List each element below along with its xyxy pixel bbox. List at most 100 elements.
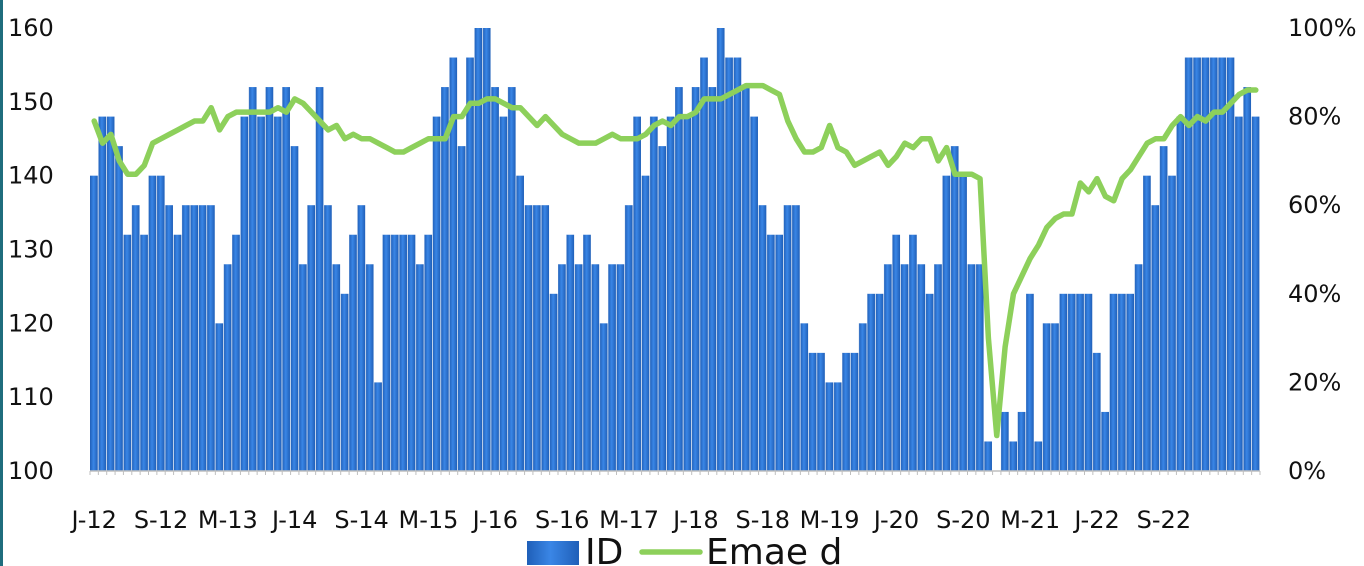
bar-2 xyxy=(106,116,115,471)
bar-133 xyxy=(1201,57,1210,471)
bar-99 xyxy=(917,264,926,471)
bar-128 xyxy=(1159,146,1168,471)
legend: ID Emae d xyxy=(527,532,842,566)
bar-85 xyxy=(800,323,809,471)
x-tick-label-12: J-20 xyxy=(872,506,919,534)
bar-15 xyxy=(215,323,224,471)
x-tick-label-0: J-12 xyxy=(69,506,116,534)
y2-tick-label-1: 20% xyxy=(1288,368,1341,396)
bar-58 xyxy=(574,264,583,471)
bar-83 xyxy=(783,205,792,471)
y-tick-label-5: 150 xyxy=(8,88,54,116)
bar-87 xyxy=(817,352,825,471)
x-tick-label-4: S-14 xyxy=(334,506,388,534)
bar-90 xyxy=(842,352,850,471)
y2-tick-label-5: 100% xyxy=(1288,14,1357,42)
bar-11 xyxy=(181,205,190,471)
bar-29 xyxy=(332,264,341,471)
bar-38 xyxy=(407,234,416,471)
bar-43 xyxy=(449,57,458,471)
bar-98 xyxy=(909,234,917,471)
bar-81 xyxy=(766,234,775,471)
bar-68 xyxy=(658,146,667,471)
bar-105 xyxy=(967,264,976,471)
bar-60 xyxy=(591,264,600,471)
bar-28 xyxy=(324,205,332,471)
bar-95 xyxy=(883,264,892,471)
bar-20 xyxy=(257,116,265,471)
bar-4 xyxy=(123,234,132,471)
bar-66 xyxy=(641,175,650,472)
left-edge-bar xyxy=(0,0,3,566)
bar-119 xyxy=(1084,293,1093,471)
bar-65 xyxy=(633,116,641,471)
y2-tick-label-4: 80% xyxy=(1288,103,1341,131)
bar-24 xyxy=(290,146,299,471)
bar-94 xyxy=(875,293,884,471)
bar-125 xyxy=(1134,264,1143,471)
bar-33 xyxy=(365,264,374,471)
bar-123 xyxy=(1117,293,1126,471)
bar-17 xyxy=(232,234,240,471)
bar-76 xyxy=(725,57,733,471)
bar-80 xyxy=(758,205,767,471)
bar-46 xyxy=(474,28,483,471)
bar-23 xyxy=(282,87,290,471)
y2-tick-label-0: 0% xyxy=(1288,457,1326,485)
bar-73 xyxy=(700,57,708,471)
bar-67 xyxy=(649,116,658,471)
bar-121 xyxy=(1101,411,1109,471)
bar-54 xyxy=(541,205,550,471)
x-tick-label-9: J-18 xyxy=(671,506,718,534)
x-tick-label-13: S-20 xyxy=(936,506,990,534)
y2-tick-label-2: 40% xyxy=(1288,280,1341,308)
bar-126 xyxy=(1143,175,1151,472)
bar-129 xyxy=(1168,175,1176,472)
bar-31 xyxy=(349,234,357,471)
y-tick-label-3: 130 xyxy=(8,236,54,264)
bar-120 xyxy=(1092,352,1101,471)
bar-59 xyxy=(583,234,591,471)
y-tick-label-6: 160 xyxy=(8,14,54,42)
bar-82 xyxy=(775,234,784,471)
y-tick-label-2: 120 xyxy=(8,309,54,337)
y-tick-label-0: 100 xyxy=(8,457,54,485)
bar-117 xyxy=(1067,293,1076,471)
bar-89 xyxy=(833,382,842,471)
bar-61 xyxy=(599,323,608,471)
bar-18 xyxy=(240,116,249,471)
bar-135 xyxy=(1218,57,1226,471)
bar-78 xyxy=(741,87,750,471)
bar-84 xyxy=(792,205,800,471)
x-tick-label-1: S-12 xyxy=(134,506,188,534)
bar-137 xyxy=(1234,116,1243,471)
bar-25 xyxy=(298,264,307,471)
bar-stripes xyxy=(97,28,1253,471)
x-tick-label-14: M-21 xyxy=(1000,506,1060,534)
x-tick-label-7: S-16 xyxy=(535,506,589,534)
x-tick-label-15: J-22 xyxy=(1072,506,1119,534)
bar-55 xyxy=(549,293,558,471)
bar-114 xyxy=(1042,323,1051,471)
emae-line xyxy=(91,82,1259,439)
bar-13 xyxy=(198,205,207,471)
legend-label-emae: Emae d xyxy=(706,532,842,566)
bar-102 xyxy=(942,175,951,472)
bar-124 xyxy=(1126,293,1135,471)
bar-71 xyxy=(683,116,692,471)
bar-88 xyxy=(825,382,834,471)
bar-57 xyxy=(566,234,575,471)
bar-113 xyxy=(1034,441,1043,471)
line-layer xyxy=(91,82,1259,439)
bar-103 xyxy=(950,146,959,471)
bar-111 xyxy=(1017,411,1026,471)
bar-132 xyxy=(1193,57,1201,471)
bar-56 xyxy=(558,264,566,471)
x-tick-label-2: M-13 xyxy=(198,506,258,534)
bar-106 xyxy=(975,264,984,471)
bar-77 xyxy=(733,57,742,471)
bar-21 xyxy=(265,87,274,471)
bar-14 xyxy=(207,205,215,471)
bar-70 xyxy=(675,87,683,471)
bar-64 xyxy=(624,205,633,471)
